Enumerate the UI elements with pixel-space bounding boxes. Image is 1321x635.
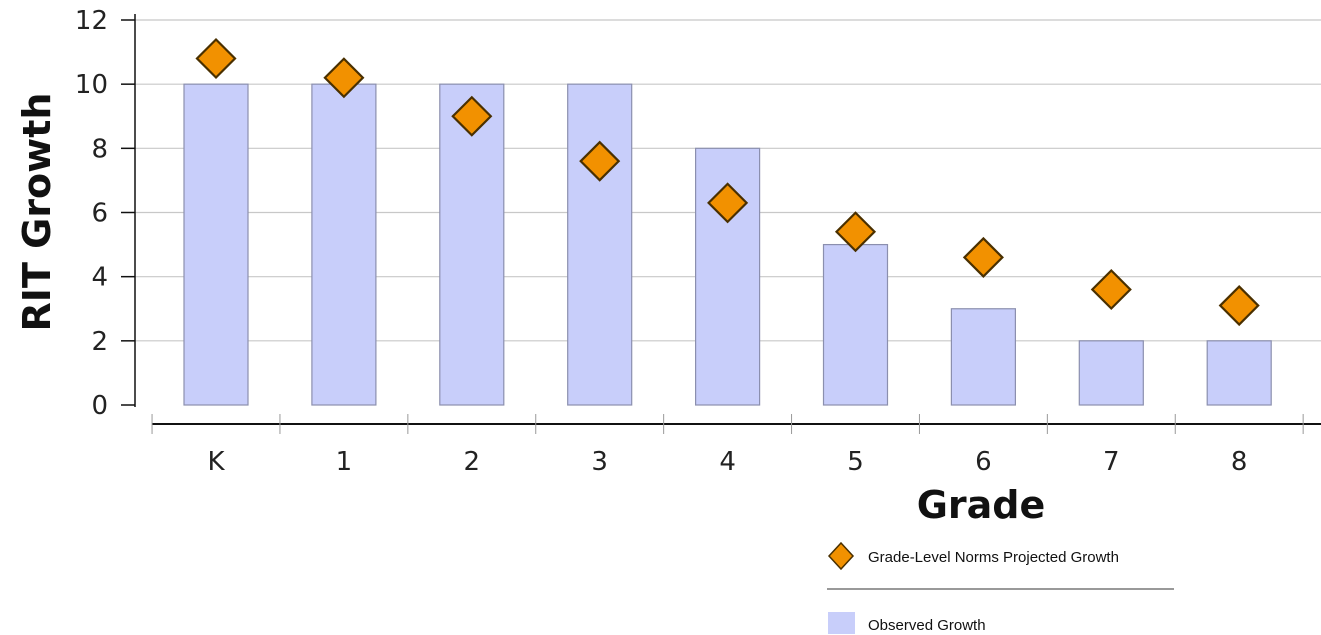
diamond-4: [707, 182, 749, 224]
bar-8: [1206, 340, 1272, 406]
diamond-7: [1090, 268, 1132, 311]
legend: Grade-Level Norms Projected Growth Obser…: [827, 541, 1174, 634]
bar-K: [183, 83, 249, 406]
bars-observed-growth: [183, 83, 1272, 406]
diamond-6: [962, 236, 1004, 278]
bar-6: [950, 308, 1017, 406]
x-tick-label-1: 1: [336, 447, 353, 477]
y-tick-label-12: 12: [75, 6, 108, 36]
y-tick-label-8: 8: [91, 134, 108, 164]
bar-3: [567, 83, 633, 406]
legend-swatch-observed-growth: [828, 612, 855, 634]
y-tick-label-10: 10: [75, 70, 108, 100]
diamond-1: [323, 57, 365, 99]
diamond-2: [451, 95, 493, 137]
x-tick-label-7: 7: [1103, 447, 1120, 477]
y-tick-label-4: 4: [91, 263, 108, 293]
diamond-K: [195, 37, 237, 80]
x-tick-label-K: K: [207, 447, 225, 477]
y-axis: 0 2 4 6 8 10 12: [75, 6, 136, 421]
x-tick-label-3: 3: [591, 447, 608, 477]
diamond-5: [834, 211, 877, 253]
bar-1: [311, 83, 377, 406]
diamond-3: [579, 140, 621, 182]
y-axis-title: RIT Growth: [15, 93, 59, 332]
legend-label-projected-growth: Grade-Level Norms Projected Growth: [868, 549, 1119, 566]
x-axis-title: Grade: [917, 483, 1046, 527]
y-tick-label-6: 6: [91, 199, 108, 229]
x-tick-label-8: 8: [1231, 447, 1248, 477]
x-tick-label-6: 6: [975, 447, 992, 477]
markers-projected-growth: [195, 37, 1260, 327]
y-tick-label-2: 2: [91, 327, 108, 357]
bar-5: [822, 243, 889, 406]
bar-7: [1078, 340, 1144, 406]
x-tick-label-5: 5: [847, 447, 864, 477]
x-tick-label-4: 4: [719, 447, 736, 477]
legend-label-observed-growth: Observed Growth: [868, 617, 986, 634]
diamond-8: [1218, 284, 1260, 327]
legend-diamond-marker: [827, 541, 855, 571]
bar-2: [439, 83, 505, 406]
y-tick-label-0: 0: [91, 391, 108, 421]
x-tick-label-2: 2: [464, 447, 481, 477]
x-axis: K 1 2 3 4 5 6 7 8: [151, 414, 1321, 477]
